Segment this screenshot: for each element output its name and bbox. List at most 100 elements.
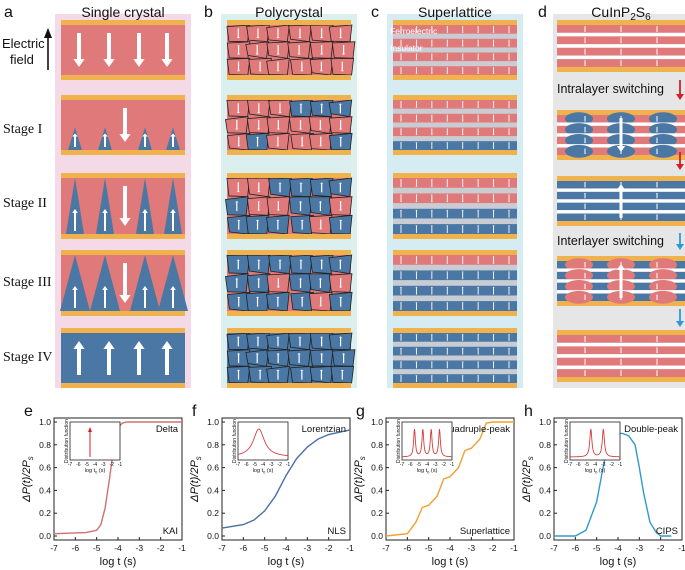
x-tick-label: -4: [282, 543, 290, 553]
superlattice-stage-2: [393, 173, 517, 239]
single-crystal-stage-1: [61, 95, 185, 155]
inset-distribution-curve: [401, 428, 453, 458]
cips-down-arrow-head: [583, 53, 587, 55]
layer-up-arrow-head: [446, 334, 449, 335]
cips-down-arrow-head: [619, 53, 623, 55]
panel-letter-h: h: [524, 403, 533, 420]
intralayer-step-1-arrow-head: [676, 94, 684, 100]
inset-x-tick-label: -7: [236, 462, 241, 468]
cips-stage-3: [557, 256, 685, 306]
stage-4-label: Stage IV: [3, 350, 52, 365]
cips-up-arrow-head: [583, 214, 587, 216]
x-tick-label: -2: [157, 543, 165, 553]
layer-up-arrow-head: [476, 302, 480, 303]
layer-down-arrow-head: [507, 59, 511, 61]
layer-down-arrow-head: [399, 134, 403, 136]
layer-up-arrow-head: [492, 334, 495, 335]
stage-3-label: Stage III: [3, 275, 52, 290]
switched-domain: [565, 133, 593, 147]
grain-up-arrow-head: [299, 259, 303, 261]
layer-down-arrow-head: [430, 59, 434, 61]
row-labels: Electric field Stage I Stage II Stage II…: [2, 28, 52, 365]
grain-up-arrow-head: [338, 259, 343, 261]
switched-domain: [649, 123, 677, 137]
layer-up-arrow-head: [415, 225, 418, 226]
layer-down-arrow-head: [492, 263, 495, 264]
grain-up-arrow-head: [237, 296, 241, 299]
grain-up-arrow-head: [339, 296, 343, 299]
layer-down-arrow-head: [430, 107, 434, 108]
grain-up-arrow-head: [338, 336, 343, 338]
cips-stage-4: [557, 330, 685, 382]
ferroelectric-layer: [393, 346, 517, 356]
inset-x-tick-label: -4: [261, 462, 266, 468]
grain-up-arrow-head: [319, 369, 324, 372]
grain-up-arrow-head: [255, 353, 259, 355]
layer-down-arrow-head: [415, 59, 418, 61]
x-tick-label: -7: [50, 543, 58, 553]
inset-x-label-unit: (s): [97, 468, 105, 474]
layer-up-arrow-head: [430, 347, 434, 349]
layer-down-arrow-head: [446, 201, 449, 203]
layer-up-arrow-head: [399, 361, 403, 363]
blue-domain-3: [158, 255, 188, 311]
cips-down-arrow-head: [619, 65, 623, 66]
layer-up-arrow-head: [461, 286, 464, 288]
ferroelectric-layer: [393, 301, 517, 311]
ferroelectric-layer: [393, 178, 517, 188]
cips-up-arrow-head: [583, 192, 587, 194]
grain-up-arrow-head: [256, 278, 261, 280]
inset-x-tick-label: -5: [252, 462, 257, 468]
panel-letter-f: f: [192, 403, 197, 420]
y-tick-label: 0.8: [539, 440, 551, 450]
grain-up-arrow-head: [276, 336, 280, 338]
inset-x-tick-label: -5: [584, 462, 589, 468]
layer-down-arrow-head: [476, 263, 480, 264]
layer-up-arrow-head: [476, 347, 480, 349]
y-tick-label: 0.0: [371, 531, 383, 541]
layer-up-arrow-head: [507, 209, 511, 211]
grain-up-arrow-head: [236, 369, 241, 372]
grain-up-arrow-head: [341, 353, 346, 355]
top-electrode: [227, 20, 351, 25]
panel-letter-b: b: [204, 4, 213, 21]
plot-annotation-g: Superlattice: [460, 526, 510, 537]
layer-up-arrow-head: [507, 286, 511, 288]
switched-domain: [565, 269, 593, 283]
y-tick-label: 0.6: [39, 463, 51, 473]
inset-frame: [69, 421, 121, 461]
grain-down-arrow-head: [319, 36, 324, 39]
top-electrode: [393, 95, 517, 100]
bottom-electrode: [227, 75, 351, 80]
layer-up-arrow-head: [399, 347, 403, 349]
layer-down-arrow-head: [446, 45, 449, 47]
layer-down-arrow-head: [507, 201, 511, 203]
inset-frame: [401, 421, 453, 461]
panel-letter-c: c: [371, 4, 379, 21]
layer-down-arrow-head: [399, 120, 403, 122]
layer-down-arrow-head: [492, 45, 495, 47]
grain-up-arrow-head: [338, 182, 343, 184]
layer-down-arrow-head: [415, 186, 418, 187]
layer-down-arrow-head: [476, 120, 480, 122]
electric-field-arrowhead: [44, 28, 52, 38]
cips-down-arrow-head: [583, 266, 587, 268]
y-tick-label: 0.4: [207, 485, 219, 495]
layer-down-arrow-head: [399, 73, 403, 74]
layer-down-arrow-head: [399, 59, 403, 61]
layer-down-arrow-head: [399, 107, 403, 108]
blue-domain-3: [164, 178, 182, 234]
inset-x-label-sub: 0: [427, 470, 430, 475]
layer-up-arrow-head: [507, 271, 511, 273]
layer-up-arrow-head: [476, 361, 480, 363]
y-tick-label: 1.0: [207, 417, 219, 427]
cips-down-arrow-head: [619, 341, 623, 342]
grain-down-arrow-head: [256, 128, 261, 130]
layer-up-arrow-head: [507, 375, 511, 376]
down-arrow-3-head: [161, 59, 173, 67]
domain-arrow-2-head: [142, 209, 148, 213]
vdw-gap-layer: [557, 365, 685, 370]
